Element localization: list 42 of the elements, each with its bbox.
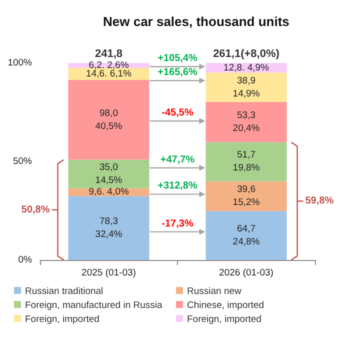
- bar: [206, 181, 287, 212]
- data-label: 53,3 20,4%: [232, 110, 260, 134]
- data-label: 51,7 19,8%: [232, 150, 260, 174]
- bar: [206, 102, 287, 142]
- x-tick-label: 2026 (01-03): [219, 268, 274, 278]
- annotation: 59,8%: [305, 196, 334, 207]
- data-label: 38,9 14,9%: [232, 75, 260, 100]
- annotation: -17,3%: [162, 218, 194, 230]
- annotation: 241,8: [94, 48, 123, 60]
- bar: [68, 160, 150, 188]
- annotation: 50,8%: [21, 204, 50, 216]
- data-label: 98,0 40,5%: [95, 108, 123, 132]
- legend-label: Foreign, imported: [24, 314, 100, 327]
- bar: [206, 142, 287, 182]
- chart-title: New car sales, thousand units: [103, 14, 290, 29]
- bar: [68, 196, 150, 260]
- bar: [206, 211, 287, 260]
- bar: [68, 80, 150, 160]
- legend-label: Foreign, imported: [186, 314, 262, 327]
- data-label: 14,6. 6,1%: [86, 68, 132, 80]
- y-tick-label: 0%: [18, 254, 33, 266]
- x-tick-label: 2025 (01-03): [82, 268, 136, 278]
- annotation: +105,4%: [158, 53, 198, 64]
- legend-label: Russian new: [186, 286, 242, 299]
- data-label: 35,0 14,5%: [95, 162, 123, 186]
- data-label: 78,3 32,4%: [95, 216, 123, 240]
- annotation: 261,1(+8,0%): [213, 48, 280, 60]
- data-label: 9,6. 4,0%: [88, 186, 130, 198]
- data-label: 6,2. 2,6%: [88, 60, 130, 71]
- y-tick-label: 100%: [8, 58, 33, 68]
- data-label: 39,6 15,2%: [232, 184, 260, 208]
- annotation: +312,8%: [158, 180, 198, 192]
- bar: [206, 72, 287, 102]
- legend-label: Foreign, manufactured in Russia: [24, 300, 164, 313]
- legend-label: Russian traditional: [24, 286, 104, 299]
- legend-label: Chinese, imported: [186, 300, 266, 313]
- y-tick-label: 50%: [12, 156, 33, 167]
- annotation: +165,6%: [158, 67, 198, 78]
- data-label: 12,8. 4,9%: [224, 62, 270, 74]
- data-label: 64,7 24,8%: [232, 224, 260, 248]
- annotation: -45,5%: [162, 107, 194, 118]
- annotation: +47,7%: [160, 154, 195, 166]
